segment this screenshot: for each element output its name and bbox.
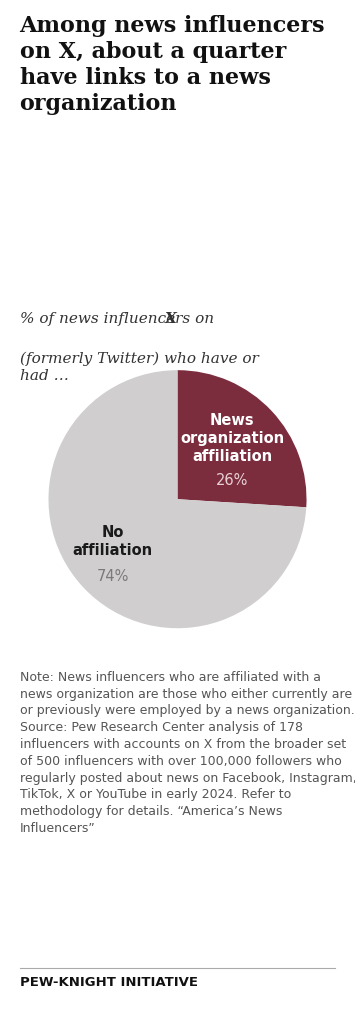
Text: PEW-KNIGHT INITIATIVE: PEW-KNIGHT INITIATIVE bbox=[20, 976, 197, 989]
Text: Note: News influencers who are affiliated with a
news organization are those who: Note: News influencers who are affiliate… bbox=[20, 671, 355, 835]
Text: X: X bbox=[164, 312, 176, 327]
Text: 26%: 26% bbox=[216, 473, 248, 487]
Text: % of news influencers on: % of news influencers on bbox=[20, 312, 219, 327]
Text: 74%: 74% bbox=[97, 568, 129, 584]
Text: (formerly Twitter) who have or
had …: (formerly Twitter) who have or had … bbox=[20, 351, 258, 383]
Text: Among news influencers
on X, about a quarter
have links to a news
organization: Among news influencers on X, about a qua… bbox=[20, 15, 325, 115]
Wedge shape bbox=[49, 371, 306, 628]
Text: No
affiliation: No affiliation bbox=[72, 525, 153, 558]
Wedge shape bbox=[178, 371, 306, 507]
Text: News
organization
affiliation: News organization affiliation bbox=[180, 414, 284, 465]
